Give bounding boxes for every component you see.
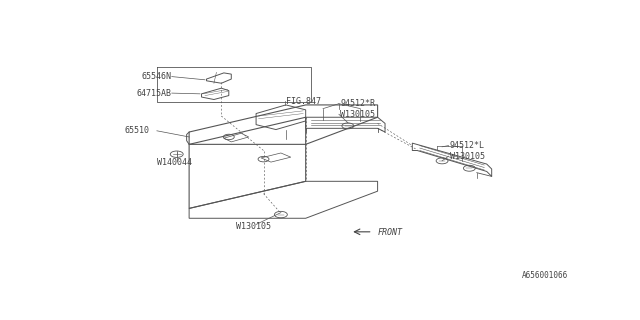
Text: W130105: W130105 <box>236 222 271 231</box>
Text: 65546N: 65546N <box>142 72 172 81</box>
Text: A656001066: A656001066 <box>522 271 568 280</box>
Text: 65510: 65510 <box>124 126 150 135</box>
Text: W130105: W130105 <box>340 110 376 119</box>
Text: 94512*R: 94512*R <box>340 99 376 108</box>
Text: FRONT: FRONT <box>378 228 403 237</box>
Text: W140044: W140044 <box>157 157 192 167</box>
Text: 64715AB: 64715AB <box>137 89 172 98</box>
Text: 94512*L: 94512*L <box>449 141 484 150</box>
Text: W130105: W130105 <box>449 152 484 161</box>
Text: FIG.847: FIG.847 <box>286 97 321 106</box>
